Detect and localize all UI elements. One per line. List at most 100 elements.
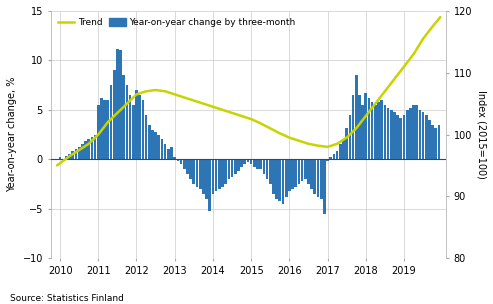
Bar: [416, 105, 418, 159]
Bar: [84, 141, 87, 159]
Bar: [361, 105, 364, 159]
Bar: [180, 159, 182, 164]
Bar: [129, 95, 132, 159]
Bar: [106, 100, 109, 159]
Bar: [132, 105, 135, 159]
Bar: [390, 110, 392, 159]
Bar: [69, 154, 71, 159]
Bar: [167, 149, 170, 159]
Bar: [186, 159, 189, 174]
Bar: [192, 159, 195, 184]
Bar: [109, 85, 112, 159]
Bar: [352, 95, 354, 159]
Bar: [336, 151, 339, 159]
Bar: [170, 147, 173, 159]
Bar: [310, 159, 313, 189]
Bar: [339, 144, 342, 159]
Bar: [126, 85, 128, 159]
Bar: [304, 159, 307, 179]
Bar: [59, 157, 62, 159]
Bar: [91, 136, 93, 159]
Bar: [205, 159, 208, 199]
Bar: [275, 159, 278, 199]
Bar: [116, 49, 119, 159]
Bar: [81, 144, 84, 159]
Bar: [154, 132, 157, 159]
Bar: [122, 75, 125, 159]
Bar: [428, 120, 431, 159]
Bar: [263, 159, 265, 174]
Bar: [141, 100, 144, 159]
Bar: [323, 159, 326, 214]
Bar: [438, 125, 440, 159]
Bar: [211, 159, 214, 194]
Bar: [87, 140, 90, 159]
Bar: [374, 105, 377, 159]
Bar: [282, 159, 284, 204]
Bar: [164, 144, 167, 159]
Bar: [288, 159, 291, 191]
Bar: [320, 159, 322, 199]
Bar: [78, 147, 80, 159]
Bar: [342, 140, 345, 159]
Bar: [145, 115, 147, 159]
Bar: [317, 159, 319, 197]
Bar: [151, 130, 154, 159]
Bar: [307, 159, 310, 184]
Bar: [135, 90, 138, 159]
Bar: [314, 159, 316, 194]
Bar: [371, 102, 374, 159]
Bar: [272, 159, 275, 194]
Bar: [285, 159, 287, 197]
Text: Source: Statistics Finland: Source: Statistics Finland: [10, 294, 124, 303]
Bar: [253, 159, 256, 167]
Bar: [406, 110, 409, 159]
Bar: [199, 159, 202, 189]
Bar: [349, 115, 351, 159]
Bar: [412, 105, 415, 159]
Bar: [100, 98, 103, 159]
Bar: [113, 70, 115, 159]
Bar: [234, 159, 237, 174]
Bar: [189, 159, 192, 179]
Bar: [237, 159, 240, 171]
Bar: [294, 159, 297, 187]
Bar: [202, 159, 205, 194]
Bar: [74, 149, 77, 159]
Bar: [291, 159, 294, 189]
Bar: [104, 100, 106, 159]
Bar: [425, 115, 427, 159]
Bar: [399, 118, 402, 159]
Bar: [62, 159, 65, 160]
Bar: [298, 159, 300, 184]
Bar: [183, 159, 185, 169]
Bar: [148, 125, 150, 159]
Bar: [244, 159, 246, 164]
Bar: [387, 108, 389, 159]
Bar: [250, 159, 252, 164]
Bar: [396, 115, 399, 159]
Bar: [403, 115, 405, 159]
Bar: [218, 159, 221, 189]
Bar: [384, 105, 386, 159]
Bar: [434, 128, 437, 159]
Bar: [301, 159, 303, 181]
Bar: [119, 50, 122, 159]
Bar: [231, 159, 233, 177]
Bar: [176, 159, 179, 161]
Bar: [419, 110, 421, 159]
Bar: [221, 159, 224, 187]
Bar: [139, 95, 141, 159]
Bar: [209, 159, 211, 211]
Bar: [364, 93, 367, 159]
Bar: [431, 125, 434, 159]
Bar: [345, 128, 348, 159]
Bar: [358, 95, 361, 159]
Bar: [381, 100, 383, 159]
Bar: [377, 102, 380, 159]
Bar: [355, 75, 357, 159]
Legend: Trend, Year-on-year change by three-month: Trend, Year-on-year change by three-mont…: [55, 16, 298, 30]
Bar: [326, 159, 329, 161]
Bar: [393, 112, 396, 159]
Bar: [174, 157, 176, 159]
